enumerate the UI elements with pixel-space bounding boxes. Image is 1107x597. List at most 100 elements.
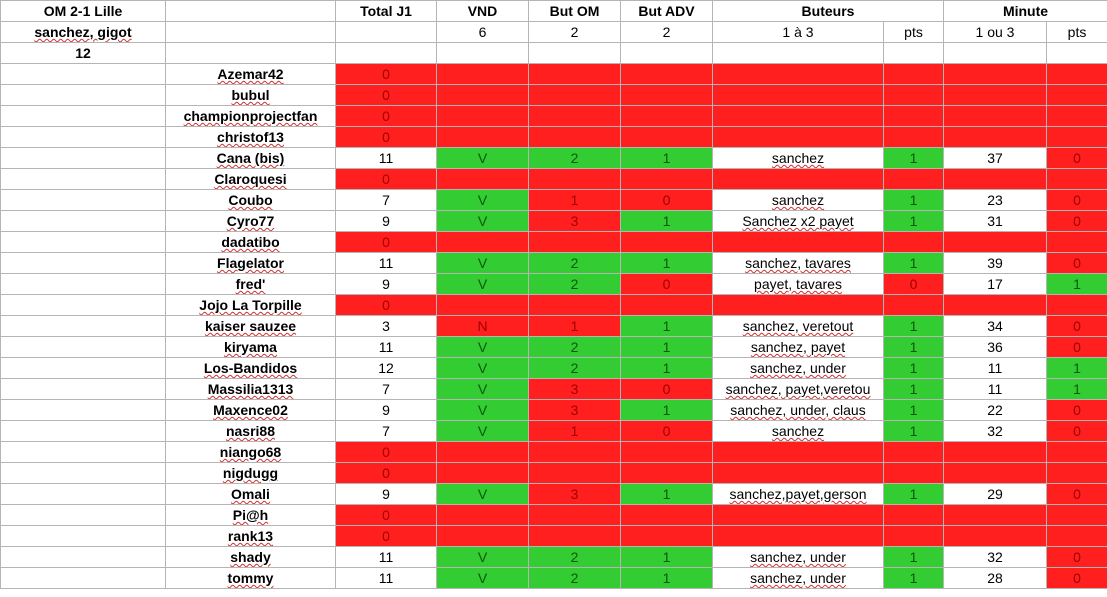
cell-buteurs-pts[interactable]: 1	[883, 189, 944, 211]
empty-cell[interactable]	[165, 42, 336, 64]
cell-but-om[interactable]: 2	[528, 567, 621, 589]
cell-minute[interactable]	[943, 294, 1047, 316]
cell-minute[interactable]: 36	[943, 336, 1047, 358]
empty-cell[interactable]	[0, 546, 166, 568]
cell-minute-pts[interactable]: 1	[1045, 273, 1107, 295]
cell-but-adv[interactable]	[620, 84, 713, 106]
cell-player-name[interactable]: kaiser sauzee	[165, 315, 336, 337]
cell-vnd[interactable]	[436, 168, 529, 190]
col-header-total[interactable]: Total J1	[335, 0, 437, 22]
empty-cell[interactable]	[0, 525, 166, 547]
cell-minute-pts[interactable]	[1045, 105, 1107, 127]
cell-minute-pts[interactable]: 0	[1045, 399, 1107, 421]
cell-buteurs-pts[interactable]: 1	[883, 483, 944, 505]
cell-player-name[interactable]: Omali	[165, 483, 336, 505]
cell-but-adv[interactable]: 0	[620, 420, 713, 442]
cell-player-name[interactable]: nigdugg	[165, 462, 336, 484]
cell-minute[interactable]: 11	[943, 378, 1047, 400]
cell-player-name[interactable]: Pi@h	[165, 504, 336, 526]
cell-but-om[interactable]	[528, 504, 621, 526]
empty-cell[interactable]	[620, 42, 713, 64]
empty-cell[interactable]	[0, 126, 166, 148]
cell-vnd[interactable]	[436, 126, 529, 148]
cell-vnd[interactable]	[436, 441, 529, 463]
cell-minute-pts[interactable]	[1045, 84, 1107, 106]
cell-minute[interactable]: 31	[943, 210, 1047, 232]
cell-minute-pts[interactable]	[1045, 525, 1107, 547]
empty-cell[interactable]	[0, 105, 166, 127]
cell-minute[interactable]	[943, 441, 1047, 463]
cell-total[interactable]: 9	[335, 273, 437, 295]
cell-but-adv[interactable]	[620, 231, 713, 253]
cell-but-adv[interactable]: 1	[620, 399, 713, 421]
cell-minute-pts[interactable]	[1045, 441, 1107, 463]
cell-but-adv[interactable]: 1	[620, 546, 713, 568]
cell-minute-pts[interactable]: 0	[1045, 315, 1107, 337]
cell-but-adv[interactable]	[620, 168, 713, 190]
cell-buteurs[interactable]: sanchez,payet,gerson	[712, 483, 884, 505]
sub-buteurs[interactable]: 1 à 3	[712, 21, 884, 43]
col-header-vnd[interactable]: VND	[436, 0, 529, 22]
cell-buteurs-pts[interactable]	[883, 504, 944, 526]
cell-minute-pts[interactable]	[1045, 462, 1107, 484]
empty-cell[interactable]	[436, 42, 529, 64]
cell-player-name[interactable]: Massilia1313	[165, 378, 336, 400]
cell-vnd[interactable]: N	[436, 315, 529, 337]
cell-minute[interactable]: 17	[943, 273, 1047, 295]
cell-buteurs-pts[interactable]: 1	[883, 399, 944, 421]
cell-vnd[interactable]	[436, 231, 529, 253]
cell-buteurs-pts[interactable]	[883, 525, 944, 547]
cell-total[interactable]: 0	[335, 105, 437, 127]
cell-vnd[interactable]: V	[436, 420, 529, 442]
cell-but-adv[interactable]: 1	[620, 483, 713, 505]
cell-player-name[interactable]: Los-Bandidos	[165, 357, 336, 379]
cell-total[interactable]: 0	[335, 525, 437, 547]
cell-total[interactable]: 0	[335, 63, 437, 85]
cell-minute-pts[interactable]: 1	[1045, 357, 1107, 379]
cell-buteurs[interactable]: sanchez, payet,veretou	[712, 378, 884, 400]
cell-but-adv[interactable]: 1	[620, 210, 713, 232]
cell-buteurs-pts[interactable]: 1	[883, 420, 944, 442]
cell-vnd[interactable]: V	[436, 252, 529, 274]
cell-buteurs[interactable]	[712, 504, 884, 526]
cell-buteurs[interactable]	[712, 441, 884, 463]
empty-cell[interactable]	[165, 0, 336, 22]
cell-but-om[interactable]: 1	[528, 315, 621, 337]
cell-but-om[interactable]	[528, 105, 621, 127]
empty-cell[interactable]	[0, 252, 166, 274]
cell-total[interactable]: 0	[335, 462, 437, 484]
cell-but-om[interactable]: 2	[528, 357, 621, 379]
cell-but-adv[interactable]	[620, 294, 713, 316]
cell-player-name[interactable]: Jojo La Torpille	[165, 294, 336, 316]
col-header-minute[interactable]: Minute	[942, 0, 1107, 22]
cell-minute-pts[interactable]	[1045, 231, 1107, 253]
match-scorers[interactable]: sanchez, gigot	[0, 21, 166, 43]
cell-player-name[interactable]: bubul	[165, 84, 336, 106]
cell-but-om[interactable]: 2	[528, 273, 621, 295]
empty-cell[interactable]	[0, 63, 166, 85]
empty-cell[interactable]	[712, 42, 884, 64]
cell-but-om[interactable]	[528, 168, 621, 190]
cell-but-om[interactable]	[528, 84, 621, 106]
cell-buteurs[interactable]: sanchez	[712, 147, 884, 169]
empty-cell[interactable]	[0, 357, 166, 379]
cell-but-om[interactable]: 3	[528, 399, 621, 421]
cell-buteurs[interactable]	[712, 63, 884, 85]
empty-cell[interactable]	[0, 378, 166, 400]
cell-buteurs-pts[interactable]: 1	[883, 252, 944, 274]
cell-vnd[interactable]	[436, 462, 529, 484]
cell-minute-pts[interactable]: 0	[1045, 483, 1107, 505]
cell-player-name[interactable]: nasri88	[165, 420, 336, 442]
cell-player-name[interactable]: Cana (bis)	[165, 147, 336, 169]
cell-total[interactable]: 9	[335, 399, 437, 421]
cell-but-om[interactable]: 2	[528, 336, 621, 358]
empty-cell[interactable]	[0, 441, 166, 463]
cell-player-name[interactable]: Flagelator	[165, 252, 336, 274]
empty-cell[interactable]	[883, 42, 944, 64]
cell-player-name[interactable]: tommy	[165, 567, 336, 589]
cell-vnd[interactable]: V	[436, 378, 529, 400]
cell-buteurs[interactable]	[712, 231, 884, 253]
cell-but-adv[interactable]: 0	[620, 273, 713, 295]
cell-vnd[interactable]: V	[436, 189, 529, 211]
cell-buteurs[interactable]	[712, 168, 884, 190]
